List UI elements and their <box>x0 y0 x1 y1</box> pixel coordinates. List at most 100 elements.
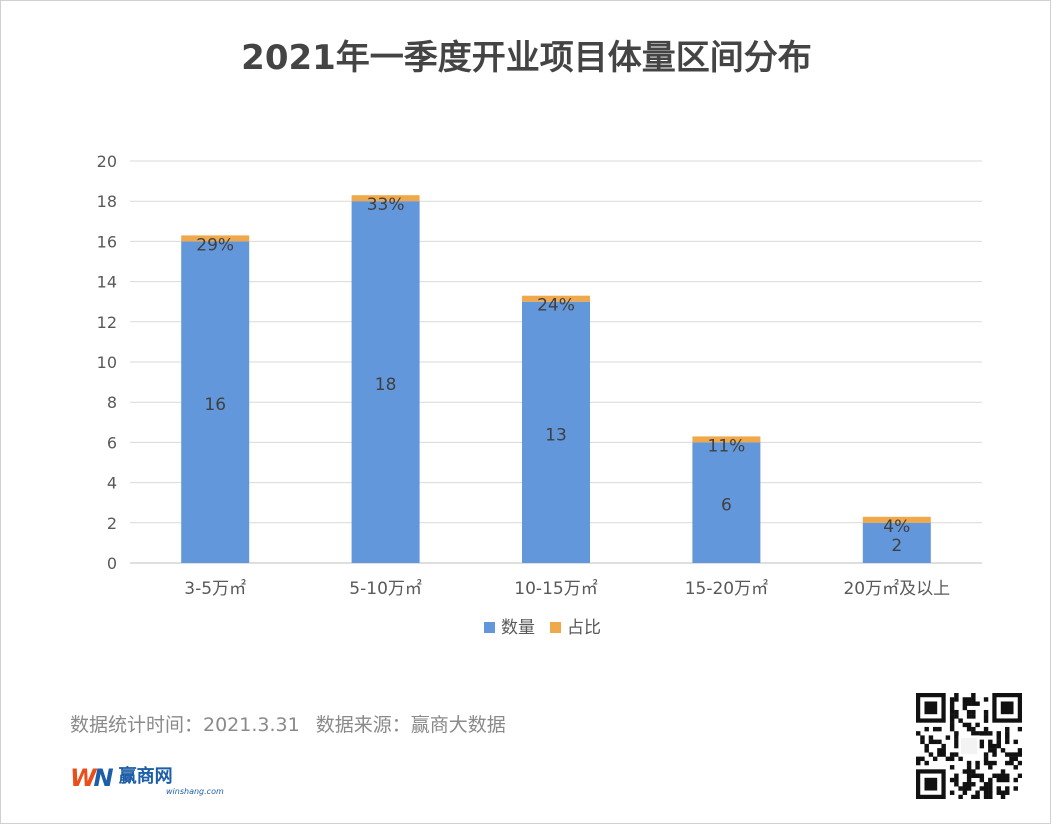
qr-module <box>979 731 985 736</box>
winshang-logo-icon: WN 赢商网 winshang.com <box>70 763 224 796</box>
qr-module <box>971 782 976 787</box>
qr-module <box>928 735 934 740</box>
qr-module <box>920 739 925 745</box>
qr-module <box>992 773 997 778</box>
data-source-text: 数据来源：赢商大数据 <box>315 714 506 736</box>
qr-module <box>949 697 955 702</box>
qr-module <box>966 722 972 728</box>
qr-module <box>975 731 980 736</box>
qr-module <box>1000 794 1006 799</box>
qr-module <box>988 731 993 736</box>
qr-module <box>988 786 993 791</box>
legend-swatch-ratio <box>550 622 561 633</box>
qr-module <box>954 743 959 749</box>
qr-module <box>971 697 976 702</box>
qr-module <box>966 765 972 770</box>
qr-module <box>975 722 980 728</box>
y-tick-label: 20 <box>97 152 117 171</box>
y-tick-label: 4 <box>107 474 117 493</box>
qr-module <box>1005 731 1010 736</box>
bar-ratio <box>862 516 931 523</box>
qr-module <box>949 709 955 715</box>
qr-module <box>979 773 985 778</box>
y-tick-label: 8 <box>107 393 117 412</box>
qr-module <box>988 760 993 766</box>
qr-module <box>949 718 955 723</box>
qr-module <box>979 777 985 783</box>
qr-module <box>949 777 955 783</box>
qr-module <box>924 743 929 749</box>
qr-module <box>992 743 997 749</box>
qr-module <box>975 794 980 799</box>
qr-module <box>932 756 938 762</box>
qr-module <box>949 714 955 719</box>
qr-module <box>975 760 980 766</box>
qr-module <box>932 739 938 745</box>
qr-module <box>966 786 972 791</box>
y-tick-label: 2 <box>107 514 117 533</box>
data-label-ratio: 4% <box>883 517 910 537</box>
qr-module <box>924 701 938 715</box>
brand-name: 赢商网 <box>118 766 173 787</box>
data-label-count: 2 <box>891 536 902 556</box>
legend-label-count: 数量 <box>501 618 535 638</box>
qr-module <box>954 709 959 715</box>
qr-module <box>949 726 955 732</box>
qr-module <box>983 697 989 702</box>
qr-module <box>941 752 946 757</box>
qr-module <box>949 752 955 757</box>
qr-module <box>1005 735 1010 740</box>
qr-module <box>937 748 942 753</box>
qr-module <box>996 777 1001 783</box>
qr-module <box>1017 773 1022 778</box>
qr-module <box>949 705 955 711</box>
qr-module <box>949 701 955 706</box>
qr-module <box>983 752 989 757</box>
stat-time-text: 数据统计时间：2021.3.31 <box>70 714 300 736</box>
qr-module <box>916 731 921 736</box>
qr-module <box>966 777 972 783</box>
qr-module <box>966 726 972 732</box>
qr-module <box>962 722 968 728</box>
qr-module <box>954 739 959 745</box>
qr-module <box>979 786 985 791</box>
qr-module <box>1017 748 1022 753</box>
qr-module <box>1017 760 1022 766</box>
qr-module <box>949 765 955 770</box>
qr-module <box>971 701 976 706</box>
y-tick-label: 6 <box>107 433 117 452</box>
qr-module <box>954 693 959 698</box>
y-tick-label: 18 <box>97 192 117 211</box>
qr-module <box>1000 773 1006 778</box>
qr-module <box>962 701 968 706</box>
qr-module <box>988 790 993 795</box>
qr-module <box>960 737 978 755</box>
qr-module <box>983 794 989 799</box>
bar-count <box>692 442 761 563</box>
qr-module <box>983 786 989 791</box>
qr-module <box>996 735 1001 740</box>
qr-module <box>962 697 968 702</box>
qr-module <box>983 731 989 736</box>
data-label-count: 13 <box>545 425 567 445</box>
qr-module <box>966 701 972 706</box>
qr-module <box>954 731 959 736</box>
qr-module <box>941 743 946 749</box>
bar-count <box>351 201 420 563</box>
qr-module <box>996 743 1001 749</box>
qr-module <box>983 709 989 715</box>
qr-module <box>962 790 968 795</box>
qr-module <box>1005 773 1010 778</box>
y-tick-label: 16 <box>97 232 117 251</box>
logo-mark-n: N <box>93 764 113 792</box>
qr-module <box>924 777 938 791</box>
qr-module <box>983 790 989 795</box>
footer-source: 数据统计时间：2021.3.31 数据来源：赢商大数据 <box>70 710 516 737</box>
qr-module <box>971 726 976 732</box>
qr-module <box>954 735 959 740</box>
qr-module <box>920 756 925 762</box>
qr-module <box>1005 752 1010 757</box>
qr-module <box>954 752 959 757</box>
qr-module <box>996 739 1001 745</box>
